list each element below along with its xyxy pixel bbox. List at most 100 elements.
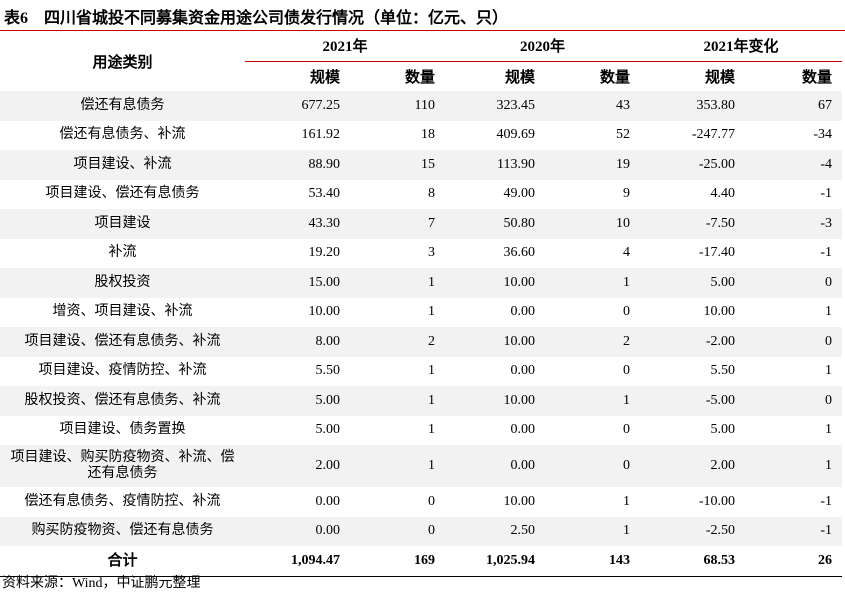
cell-count: -1 [820,186,833,202]
row-label: 股权投资 [0,268,245,298]
cell-count: 52 [616,127,631,143]
cell-scale: 2.00 [245,445,350,487]
cell-scale: 10.00 [445,386,546,416]
cell-count: 2 [350,327,446,357]
cell-scale: 50.80 [445,209,546,239]
row-label: 项目建设、债务置换 [59,422,186,438]
cell-count: 0 [545,445,641,487]
cell-scale: 113.90 [445,150,546,180]
cell-scale: -17.40 [698,245,736,261]
total-row: 合计 1,094.47 169 1,025.94 143 68.53 26 [0,546,843,577]
cell-count: 0 [350,516,446,546]
cell-count: 26 [745,546,843,577]
cell-count: 0 [623,304,631,320]
cell-scale: 10.00 [308,304,341,320]
bond-issuance-table: 用途类别 2021年 2020年 2021年变化 规模 数量 规模 数量 规模 … [0,31,843,577]
cell-count: 0 [428,493,436,509]
header-scale: 规模 [309,69,340,86]
cell-count: -3 [745,209,843,239]
cell-count: -1 [820,245,833,261]
cell-count: 8 [428,186,436,202]
cell-count: 1 [428,363,436,379]
cell-count: 1 [428,304,436,320]
cell-scale: 5.00 [710,422,736,438]
cell-count: 1 [623,493,631,509]
cell-count: 1 [545,386,641,416]
table-row: 补流 19.20 3 36.60 4 -17.40 -1 [0,239,842,269]
cell-scale: 0.00 [510,363,536,379]
cell-scale: -7.50 [640,209,746,239]
cell-scale: 1,094.47 [245,546,350,577]
cell-count: 1 [745,445,843,487]
cell-count: -34 [813,127,833,143]
row-label: 项目建设、偿还有息债务 [45,186,200,202]
cell-scale: 68.53 [640,546,746,577]
table-row: 项目建设、疫情防控、补流 5.50 1 0.00 0 5.50 1 [0,357,842,387]
cell-count: 4 [623,245,631,261]
cell-count: 18 [421,127,436,143]
header-category: 用途类别 [92,54,153,71]
cell-scale: 49.00 [503,186,536,202]
cell-scale: 10.00 [445,327,546,357]
row-label: 购买防疫物资、偿还有息债务 [0,516,245,546]
row-label: 增资、项目建设、补流 [52,304,193,320]
cell-scale: 5.00 [245,386,350,416]
cell-scale: 5.00 [640,268,746,298]
row-label: 项目建设、疫情防控、补流 [38,363,207,379]
cell-count: 9 [623,186,631,202]
cell-scale: 10.00 [445,268,546,298]
cell-count: 0 [623,363,631,379]
cell-count: 19 [545,150,641,180]
cell-scale: 0.00 [510,304,536,320]
cell-scale: 323.45 [445,91,546,121]
header-group-change: 2021年变化 [640,31,843,62]
source-note: 资料来源：Wind，中证鹏元整理 [2,576,201,591]
header-scale: 规模 [705,69,736,86]
row-label: 补流 [108,245,137,261]
cell-scale: 43.30 [245,209,350,239]
cell-scale: 409.69 [496,127,536,143]
cell-count: 0 [745,386,843,416]
cell-scale: 161.92 [301,127,341,143]
table-row: 购买防疫物资、偿还有息债务 0.00 0 2.50 1 -2.50 -1 [0,516,843,546]
row-label: 项目建设、补流 [0,150,245,180]
table-row: 股权投资、偿还有息债务、补流 5.00 1 10.00 1 -5.00 0 [0,386,843,416]
header-count: 数量 [600,69,631,86]
cell-scale: 0.00 [245,516,350,546]
cell-count: -1 [820,493,833,509]
table-row: 项目建设、购买防疫物资、补流、偿还有息债务 2.00 1 0.00 0 2.00 1 [0,445,843,487]
cell-count: 43 [545,91,641,121]
cell-scale: 88.90 [245,150,350,180]
cell-count: 1 [545,268,641,298]
table-row: 项目建设 43.30 7 50.80 10 -7.50 -3 [0,209,843,239]
header-scale: 规模 [505,69,536,86]
cell-count: 2 [545,327,641,357]
cell-scale: 0.00 [510,422,536,438]
cell-count: -1 [745,516,843,546]
table-row: 偿还有息债务 677.25 110 323.45 43 353.80 67 [0,91,843,121]
table-row: 增资、项目建设、补流 10.00 1 0.00 0 10.00 1 [0,298,842,328]
table-row: 偿还有息债务、疫情防控、补流 0.00 0 10.00 1 -10.00 -1 [0,487,842,517]
header-count: 数量 [405,69,436,86]
cell-scale: 10.00 [503,493,536,509]
title-divider [0,30,845,31]
cell-scale: 36.60 [503,245,536,261]
cell-scale: -2.50 [640,516,746,546]
table-row: 项目建设、偿还有息债务 53.40 8 49.00 9 4.40 -1 [0,180,842,210]
cell-scale: 8.00 [245,327,350,357]
cell-count: 110 [350,91,446,121]
cell-count: 10 [545,209,641,239]
cell-scale: 15.00 [245,268,350,298]
cell-count: 7 [350,209,446,239]
cell-count: 0 [623,422,631,438]
row-label: 项目建设 [0,209,245,239]
table-title: 表6 四川省城投不同募集资金用途公司债发行情况（单位：亿元、只） [4,10,509,27]
table-row: 项目建设、补流 88.90 15 113.90 19 -25.00 -4 [0,150,843,180]
header-group-2020: 2020年 [445,31,641,62]
cell-count: 0 [745,268,843,298]
cell-scale: 5.50 [315,363,341,379]
cell-scale: -5.00 [640,386,746,416]
header-count: 数量 [802,69,833,86]
table-row: 偿还有息债务、补流 161.92 18 409.69 52 -247.77 -34 [0,121,842,151]
cell-count: 1 [825,304,833,320]
